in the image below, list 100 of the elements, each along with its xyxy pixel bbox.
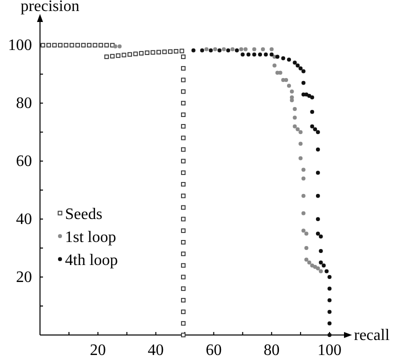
point [328,321,332,326]
point [301,69,306,74]
y-axis-title: precision [20,0,80,15]
point [318,234,323,238]
point [310,110,314,114]
point [301,168,306,172]
point [181,298,186,302]
point [116,53,120,58]
point [244,47,248,52]
x-tick-label: 40 [148,342,164,359]
point [52,42,57,48]
point [181,158,186,164]
point [318,260,323,265]
point [208,48,213,52]
point [104,54,109,60]
point [328,310,332,314]
point [81,42,86,48]
point [181,216,186,222]
point [292,60,297,65]
x-tick-label: 80 [264,342,280,359]
point [144,50,150,55]
point [298,130,303,134]
point [98,42,104,48]
point [181,54,186,60]
point [70,42,74,48]
point [181,170,186,175]
point [46,42,51,48]
point [246,52,250,56]
point [181,100,186,106]
point [162,50,167,54]
point [122,52,126,58]
point [322,263,326,268]
point [181,182,186,187]
y-tick-label: 80 [16,95,32,112]
y-tick-label: 100 [8,37,32,54]
point [328,286,332,291]
point [260,47,265,52]
point [240,52,245,56]
x-axis-title: recall [354,327,390,344]
point [286,58,291,62]
point [181,147,186,152]
point [301,80,306,85]
point [310,95,314,100]
point [275,54,280,59]
point [318,248,323,253]
point [301,194,306,198]
y-tick-label: 20 [16,269,32,286]
point [75,42,80,48]
x-tick-label: 20 [90,342,106,359]
point [181,332,186,338]
point [316,148,320,152]
point [316,130,320,134]
point [92,42,98,48]
point [180,48,184,54]
point [258,52,262,56]
point [278,70,282,75]
point [181,66,186,71]
point [310,263,314,268]
point [181,274,186,280]
point [310,124,314,128]
point [226,48,230,52]
point [316,194,320,198]
point [301,228,306,233]
point [316,170,320,175]
point [296,63,300,68]
point [316,232,320,236]
point [118,44,122,48]
point [104,42,109,48]
point [292,124,297,128]
legend-label: 4th loop [65,252,118,270]
point [270,52,274,56]
point [181,310,186,314]
point [139,51,144,56]
point [298,66,303,70]
point [200,48,204,52]
point [292,116,297,120]
point [181,286,186,291]
point [252,52,256,56]
point [328,275,332,280]
point [307,260,312,265]
point [218,48,222,52]
point [181,263,186,268]
point [181,112,186,117]
point [181,205,186,210]
point [290,98,294,102]
point [298,156,303,160]
point [128,52,132,57]
point [86,42,92,48]
point [230,47,235,52]
x-tick-label: 60 [206,342,222,359]
point [298,142,303,146]
legend-label: Seeds [65,206,102,224]
x-tick-label: 100 [318,342,342,359]
point [181,136,186,140]
point [316,217,320,222]
point [234,48,239,52]
point [264,52,268,56]
point [296,127,300,132]
point [113,44,118,48]
point [270,47,274,52]
